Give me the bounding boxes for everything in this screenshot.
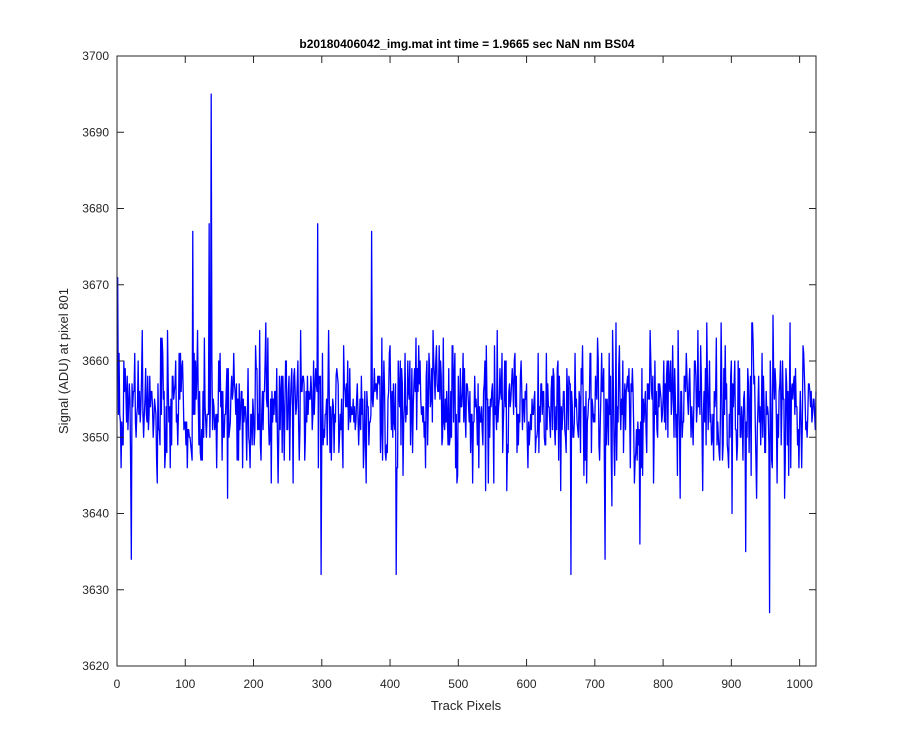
- x-tick-label: 300: [312, 677, 332, 691]
- x-axis-label: Track Pixels: [431, 698, 502, 713]
- x-tick-label: 100: [175, 677, 195, 691]
- x-tick-label: 800: [653, 677, 673, 691]
- y-tick-label: 3650: [82, 430, 109, 444]
- series-line: [117, 93, 817, 614]
- y-axis-label: Signal (ADU) at pixel 801: [56, 288, 71, 434]
- x-tick-label: 600: [517, 677, 537, 691]
- x-tick-label: 700: [585, 677, 605, 691]
- plot-area: [117, 56, 816, 666]
- y-tick-label: 3640: [82, 507, 109, 521]
- y-tick-label: 3690: [82, 125, 109, 139]
- y-tick-label: 3700: [82, 49, 109, 63]
- x-tick-label: 500: [448, 677, 468, 691]
- x-tick-label: 400: [380, 677, 400, 691]
- y-tick-label: 3630: [82, 583, 109, 597]
- x-axis-ticks: 0 100 200 300 400 500 600 700 800 900 1000: [114, 56, 813, 691]
- chart-title: b20180406042_img.mat int time = 1.9665 s…: [299, 37, 635, 51]
- x-tick-label: 0: [114, 677, 121, 691]
- y-tick-label: 3670: [82, 278, 109, 292]
- y-tick-label: 3620: [82, 659, 109, 673]
- y-tick-label: 3660: [82, 354, 109, 368]
- x-tick-label: 900: [721, 677, 741, 691]
- y-tick-label: 3680: [82, 202, 109, 216]
- x-tick-label: 1000: [786, 677, 813, 691]
- y-axis-ticks: 3620 3630 3640 3650 3660 3670 3680 3690 3700: [82, 49, 816, 673]
- x-tick-label: 200: [244, 677, 264, 691]
- series-layer: [117, 93, 817, 614]
